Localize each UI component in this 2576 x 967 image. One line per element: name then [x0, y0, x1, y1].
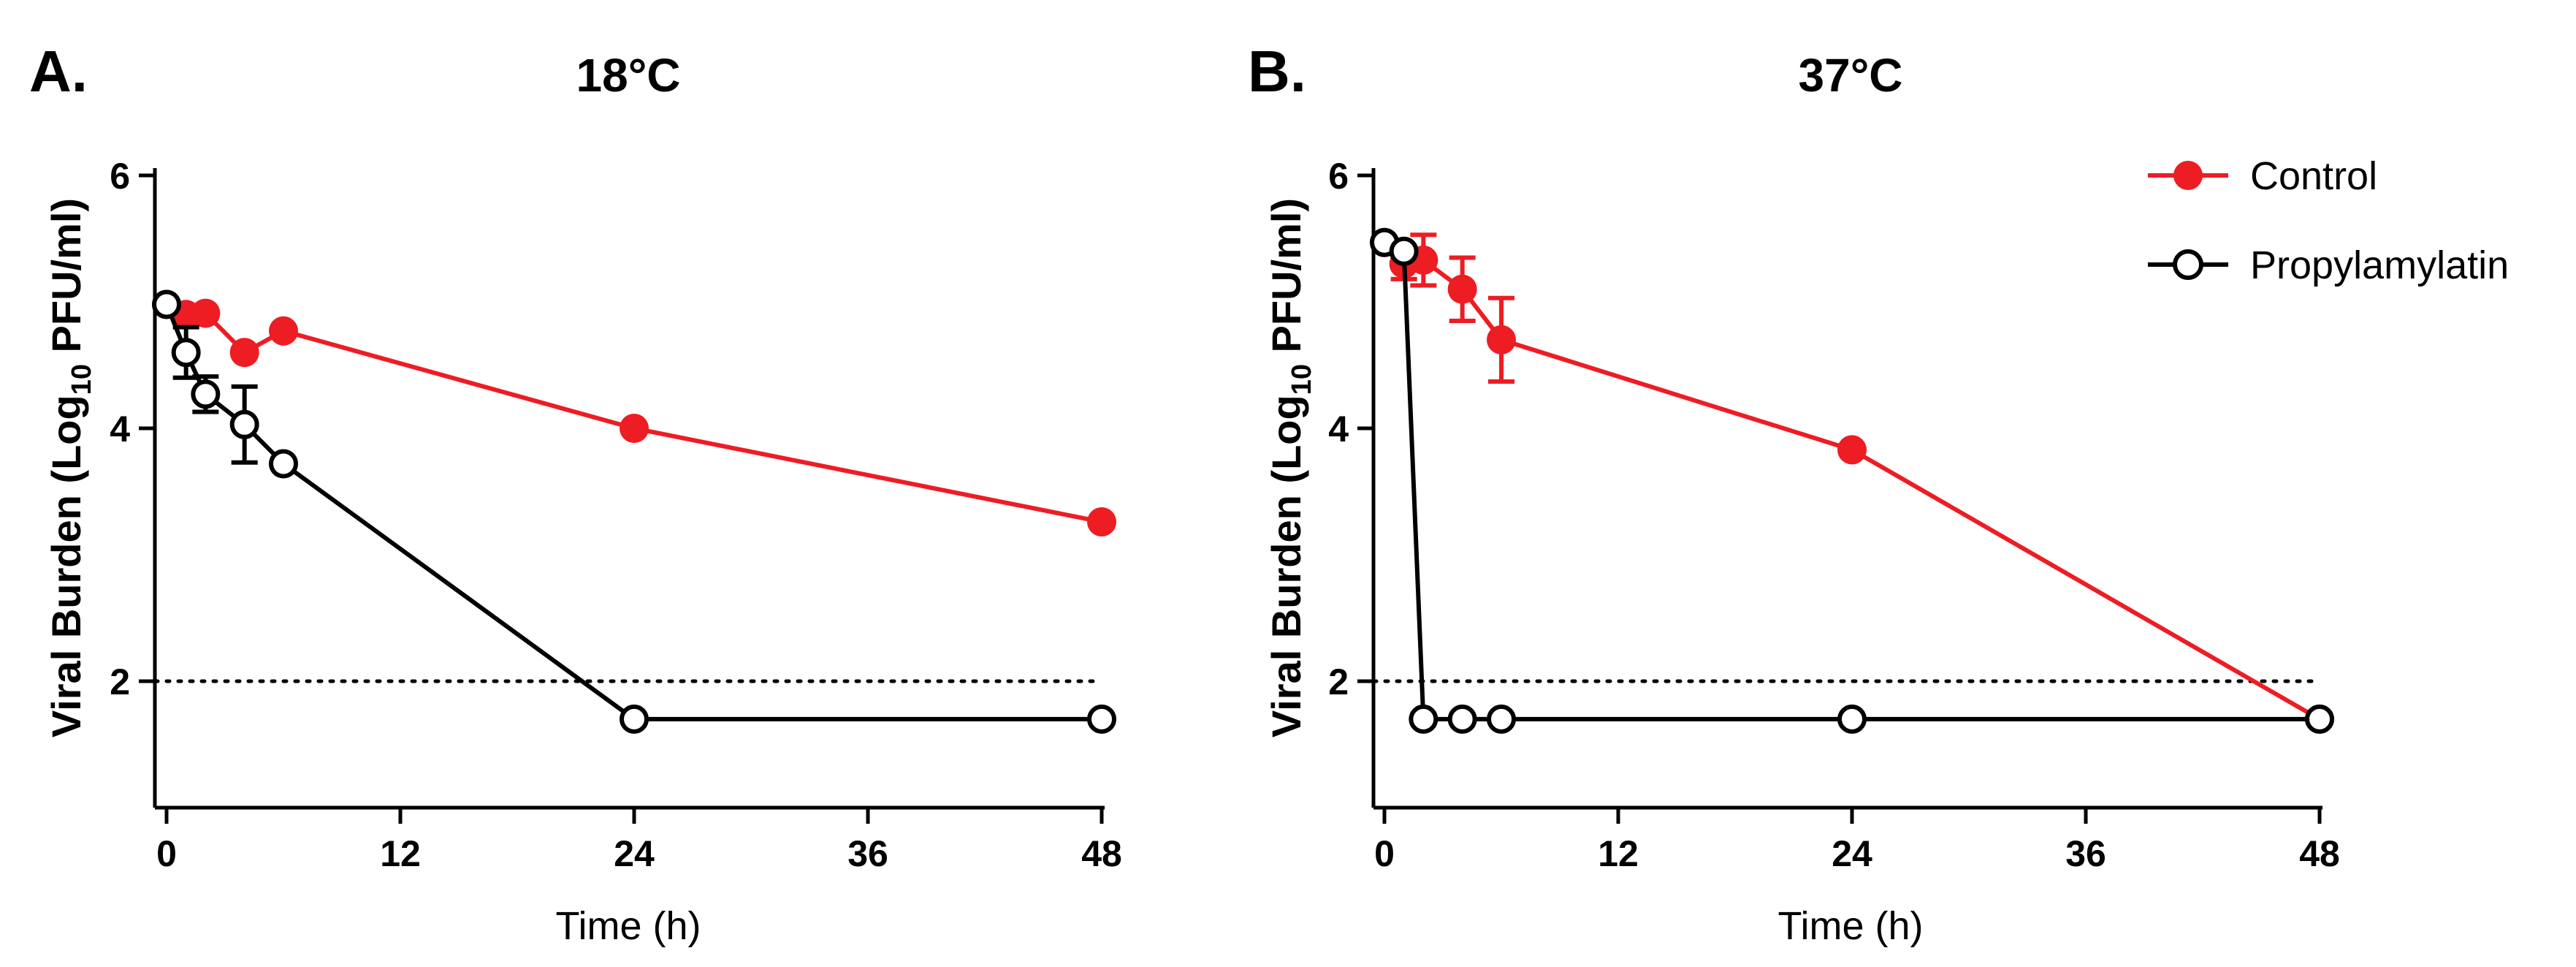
panel-a-y-axis-label-suffix: PFU/ml)	[43, 198, 89, 364]
panel-a-control-point	[1087, 507, 1116, 537]
panel-a-propylamylatin-point	[229, 409, 259, 439]
panel-b-letter: B.	[1248, 39, 1306, 104]
panel-b-y-axis-label-prefix: Viral Burden (Log	[1263, 395, 1309, 737]
panel-a-propylamylatin-point	[191, 379, 221, 409]
panel-b-x-tick-label: 24	[1832, 833, 1872, 874]
panel-b-x-tick-label: 0	[1374, 833, 1395, 874]
panel-a-x-tick-label: 48	[1081, 833, 1122, 874]
panel-b-propylamylatin-point	[1409, 704, 1438, 734]
panel-b-title: 37°C	[1799, 49, 1903, 102]
panel-a-letter: A.	[29, 39, 88, 104]
panel-a-propylamylatin-line	[164, 303, 1102, 721]
panel-a-y-axis-label: Viral Burden (Log10 PFU/ml)	[43, 198, 97, 737]
legend-propylamylatin-marker	[2173, 249, 2203, 280]
legend: Control Propylamylatin	[2148, 154, 2509, 287]
panel-b-control-point	[1447, 274, 1477, 304]
panel-a-propylamylatin-point	[171, 338, 201, 368]
panel-a-control-point	[191, 298, 221, 328]
panel-b-x-tick-label: 36	[2065, 833, 2106, 874]
panel-a-y-axis-label-prefix: Viral Burden (Log	[43, 395, 89, 737]
panel-b-propylamylatin-line	[1383, 240, 2320, 721]
panel-b-propylamylatin-point	[1447, 704, 1477, 734]
panel-b-x-tick-label: 48	[2299, 833, 2340, 874]
panel-b-propylamylatin-point	[1389, 236, 1419, 266]
panel-b-propylamylatin-point	[1837, 704, 1867, 734]
panel-b-y-axis-label-suffix: PFU/ml)	[1263, 198, 1309, 364]
panel-a-propylamylatin-point	[620, 704, 649, 734]
panel-b-y-tick-label: 6	[1328, 156, 1349, 197]
panel-a-y-tick-label: 4	[110, 409, 130, 450]
panel-b-y-axis-label: Viral Burden (Log10 PFU/ml)	[1263, 198, 1317, 737]
panel-a-y-axis-label-subscript: 10	[66, 364, 97, 395]
panel-b-control-point	[1487, 325, 1516, 354]
panel-a-y-tick-label: 2	[110, 661, 130, 702]
panel-a-y-tick-label: 6	[110, 156, 130, 197]
legend-propylamylatin-label: Propylamylatin	[2250, 243, 2509, 287]
panel-b-propylamylatin-point	[1487, 704, 1516, 734]
panel-b-propylamylatin-point	[2305, 704, 2334, 734]
panel-a-control-point	[620, 414, 649, 443]
panel-a-control-line	[165, 302, 1102, 524]
panel-b-x-axis-label: Time (h)	[1778, 904, 1924, 948]
panel-a-x-tick-label: 36	[847, 833, 888, 874]
panel-b-y-tick-label: 2	[1328, 661, 1349, 702]
panel-b-y-tick-label: 4	[1328, 409, 1349, 450]
panel-b-control-point	[1837, 435, 1867, 465]
panel-b-control-line	[1382, 240, 2321, 721]
panel-a-x-tick-label: 0	[156, 833, 177, 874]
panel-a-propylamylatin-point	[1087, 704, 1116, 734]
legend-control-marker	[2173, 161, 2203, 190]
panel-b-y-axis-label-subscript: 10	[1287, 364, 1317, 395]
panel-a-x-tick-label: 12	[380, 833, 421, 874]
panel-a: A. 18°C Time (h) Viral Burden (Log10 PFU…	[29, 39, 1122, 948]
panel-a-control-point	[229, 338, 259, 368]
panel-a-propylamylatin-point	[152, 289, 181, 319]
panel-b: B. 37°C Time (h) Viral Burden (Log10 PFU…	[1248, 39, 2340, 948]
legend-control-label: Control	[2250, 154, 2377, 198]
panel-a-control-point	[269, 316, 298, 346]
panel-a-x-tick-label: 24	[614, 833, 655, 874]
panel-a-x-axis-label: Time (h)	[556, 904, 701, 948]
panel-a-title: 18°C	[576, 49, 681, 102]
panel-a-propylamylatin-point	[269, 449, 298, 479]
panel-b-x-tick-label: 12	[1598, 833, 1639, 874]
